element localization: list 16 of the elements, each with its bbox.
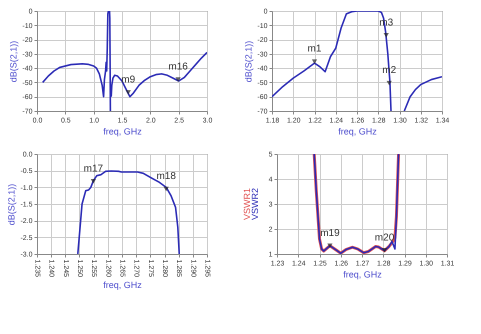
y-axis-title: dB(S(2,1)) [8, 40, 18, 82]
y-axis-title: dB(S(2,1)) [6, 184, 16, 226]
x-axis-title: freq, GHz [343, 270, 382, 280]
annotation: m18 [156, 171, 176, 182]
annotation: m9 [121, 74, 136, 86]
text: VSWR1 [242, 188, 252, 220]
text: VSWR2 [250, 188, 260, 220]
annotation: m17 [84, 163, 104, 174]
y-axis-title: dB(S(2,1)) [243, 40, 254, 82]
annotation: m1 [308, 44, 322, 55]
x-axis-title: freq, GHz [103, 280, 142, 290]
x-axis-title: freq, GHz [338, 126, 378, 136]
line-series [77, 170, 180, 254]
annotation: m19 [320, 228, 340, 239]
annotation: m16 [168, 62, 188, 73]
x-axis-title: freq, GHz [103, 126, 142, 136]
